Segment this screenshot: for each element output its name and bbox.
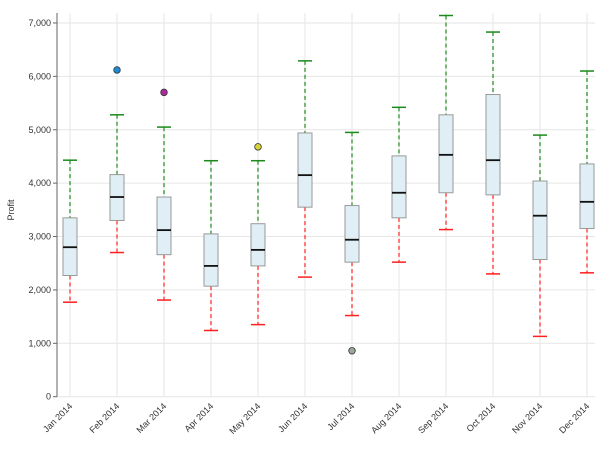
y-tick-label: 3,000 xyxy=(28,232,51,242)
box-iqr xyxy=(532,180,548,260)
x-tick-label: Jun 2014 xyxy=(276,401,309,434)
x-tick-label: Jul 2014 xyxy=(325,401,356,432)
box-0 xyxy=(62,159,78,303)
y-axis-label: Profit xyxy=(6,199,16,221)
x-tick-label: Apr 2014 xyxy=(183,401,216,434)
box-iqr xyxy=(485,94,501,196)
x-tick-label: Feb 2014 xyxy=(87,401,121,435)
box-iqr xyxy=(156,196,172,256)
box-iqr xyxy=(203,233,219,287)
outlier-point xyxy=(160,88,168,97)
outlier-point xyxy=(113,66,121,74)
y-tick-label: 2,000 xyxy=(28,285,51,295)
box-6 xyxy=(344,131,360,355)
y-tick-label: 4,000 xyxy=(28,178,51,188)
grid xyxy=(57,13,595,398)
box-iqr xyxy=(391,155,407,219)
box-3 xyxy=(203,159,219,332)
box-2 xyxy=(156,88,172,301)
y-tick-label: 7,000 xyxy=(28,18,51,28)
boxes xyxy=(62,14,595,355)
x-tick-label: May 2014 xyxy=(227,401,262,436)
y-tick-label: 5,000 xyxy=(28,125,51,135)
outlier-point xyxy=(254,143,262,151)
box-9 xyxy=(485,31,501,275)
box-7 xyxy=(391,106,407,263)
box-iqr xyxy=(344,205,360,263)
x-tick-label: Dec 2014 xyxy=(557,401,591,435)
box-11 xyxy=(579,70,595,274)
box-iqr xyxy=(438,114,454,194)
x-tick-label: Oct 2014 xyxy=(465,401,498,434)
box-iqr xyxy=(579,163,595,230)
x-tick-label: Aug 2014 xyxy=(369,401,403,435)
box-iqr xyxy=(297,132,313,208)
box-4 xyxy=(250,143,266,326)
box-8 xyxy=(438,14,454,231)
box-5 xyxy=(297,60,313,278)
x-tick-label: Sep 2014 xyxy=(416,401,450,435)
box-1 xyxy=(109,66,125,254)
y-tick-label: 6,000 xyxy=(28,71,51,81)
x-tick-label: Mar 2014 xyxy=(134,401,168,435)
box-10 xyxy=(532,134,548,338)
outlier-point xyxy=(348,347,356,355)
y-axis: 0 1,000 2,000 3,000 4,000 5,000 6,000 7,000 xyxy=(28,13,58,402)
x-tick-label: Jan 2014 xyxy=(41,401,74,434)
x-axis: Jan 2014 Feb 2014 Mar 2014 Apr 2014 May 2014… xyxy=(41,401,591,436)
y-tick-label: 0 xyxy=(46,392,51,402)
x-tick-label: Nov 2014 xyxy=(510,401,544,435)
box-iqr xyxy=(250,223,266,267)
y-tick-label: 1,000 xyxy=(28,338,51,348)
